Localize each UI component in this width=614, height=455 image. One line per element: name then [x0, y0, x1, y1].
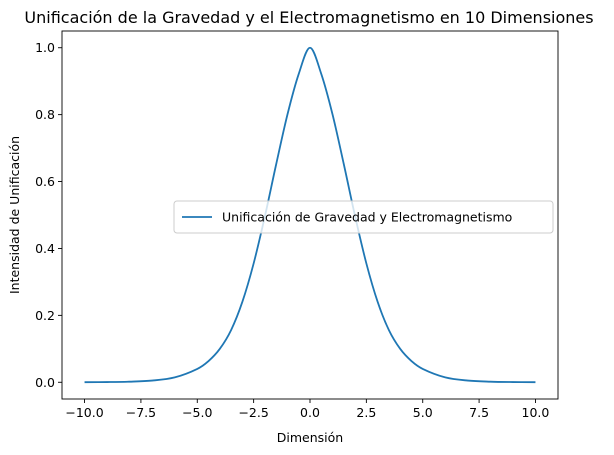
y-tick-label: 0.4: [35, 241, 55, 256]
x-tick-label: −10.0: [65, 405, 103, 420]
x-axis-label: Dimensión: [277, 430, 343, 445]
x-tick-label: 2.5: [356, 405, 376, 420]
y-tick-label: 0.2: [35, 308, 55, 323]
y-axis-label: Intensidad de Unificación: [7, 136, 22, 294]
plot-area: −10.0 −7.5 −5.0 −2.5 0.0 2.5 5.0 7.5 10.0 0.0 0.2…: [35, 30, 559, 420]
y-axis: 0.0 0.2 0.4 0.6 0.8 1.0: [35, 40, 62, 390]
x-tick-label: −5.0: [182, 405, 212, 420]
x-tick-label: −2.5: [238, 405, 268, 420]
legend-label: Unificación de Gravedad y Electromagneti…: [222, 210, 512, 225]
x-tick-label: 5.0: [413, 405, 433, 420]
series-layer: [84, 46, 536, 384]
x-tick-label: 0.0: [300, 405, 320, 420]
legend-box: [173, 200, 554, 234]
x-tick-label: −7.5: [126, 405, 156, 420]
x-tick-label: 7.5: [469, 405, 489, 420]
chart-title: Unificación de la Gravedad y el Electrom…: [24, 8, 593, 27]
x-axis: −10.0 −7.5 −5.0 −2.5 0.0 2.5 5.0 7.5 10.0: [65, 399, 549, 420]
y-tick-label: 1.0: [35, 40, 55, 55]
y-tick-label: 0.6: [35, 174, 55, 189]
x-tick-label: 10.0: [522, 405, 550, 420]
legend: Unificación de Gravedad y Electromagneti…: [173, 200, 554, 234]
series-line: [84, 46, 536, 384]
y-tick-label: 0.0: [35, 375, 55, 390]
y-tick-label: 0.8: [35, 107, 55, 122]
